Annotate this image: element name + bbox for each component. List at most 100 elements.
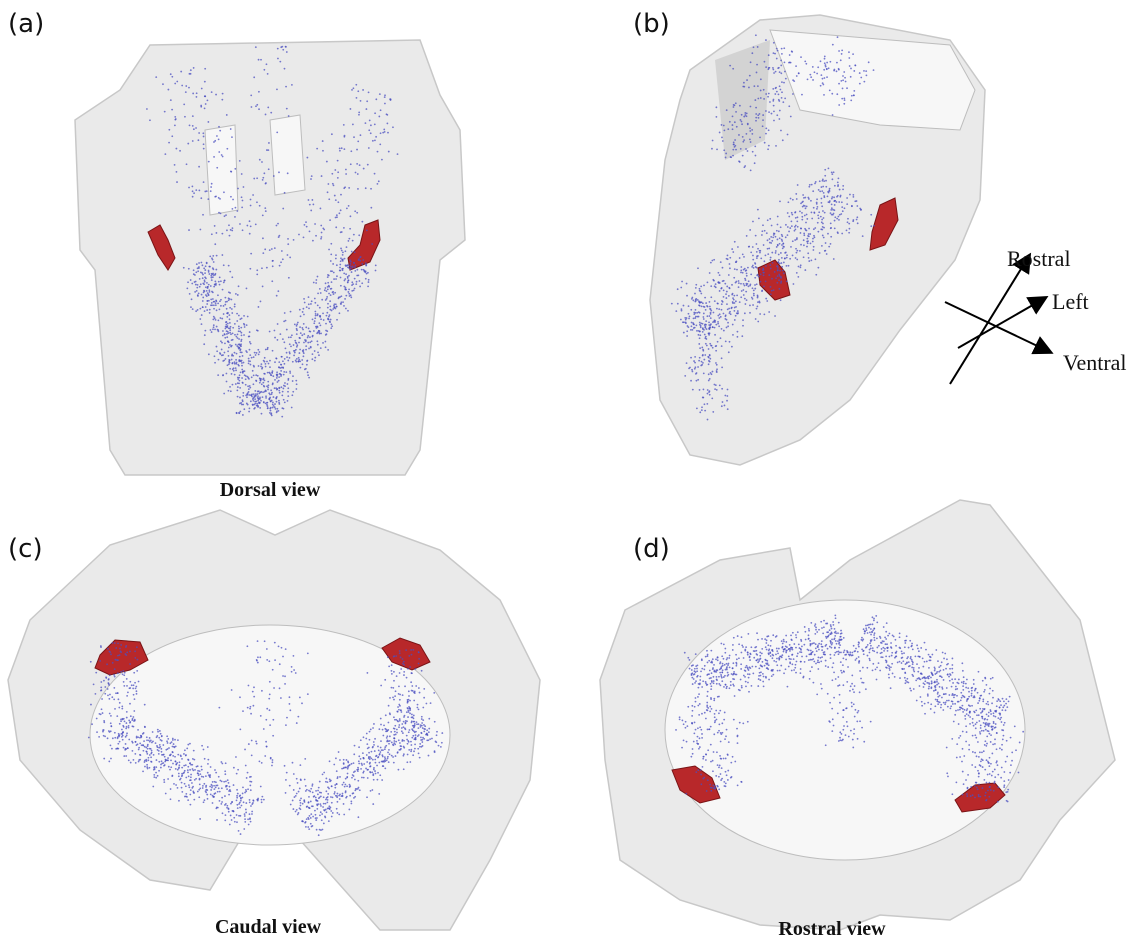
point bbox=[335, 199, 337, 201]
point bbox=[299, 337, 301, 339]
point bbox=[818, 643, 820, 645]
point bbox=[195, 310, 197, 312]
point bbox=[189, 769, 191, 771]
point bbox=[384, 96, 386, 98]
point bbox=[713, 312, 715, 314]
point bbox=[817, 206, 819, 208]
point bbox=[999, 718, 1001, 720]
point bbox=[741, 687, 743, 689]
point bbox=[176, 81, 178, 83]
point bbox=[357, 780, 359, 782]
point bbox=[824, 62, 826, 64]
point bbox=[252, 705, 254, 707]
point bbox=[934, 666, 936, 668]
point bbox=[219, 300, 221, 302]
point bbox=[765, 254, 767, 256]
point bbox=[249, 801, 251, 803]
point bbox=[781, 640, 783, 642]
point bbox=[777, 265, 779, 267]
point bbox=[144, 726, 146, 728]
point bbox=[164, 111, 166, 113]
point bbox=[144, 761, 146, 763]
point bbox=[370, 188, 372, 190]
point bbox=[803, 676, 805, 678]
point bbox=[269, 397, 271, 399]
point bbox=[946, 700, 948, 702]
point bbox=[213, 316, 215, 318]
point bbox=[739, 689, 741, 691]
point bbox=[810, 650, 812, 652]
point bbox=[259, 398, 261, 400]
point bbox=[758, 276, 760, 278]
point bbox=[208, 353, 210, 355]
point bbox=[890, 687, 892, 689]
point bbox=[711, 672, 713, 674]
point bbox=[776, 58, 778, 60]
point bbox=[850, 76, 852, 78]
point bbox=[330, 288, 332, 290]
point bbox=[810, 200, 812, 202]
point bbox=[333, 272, 335, 274]
point bbox=[690, 309, 692, 311]
point bbox=[814, 183, 816, 185]
point bbox=[211, 279, 213, 281]
point bbox=[814, 623, 816, 625]
point bbox=[713, 664, 715, 666]
point bbox=[892, 673, 894, 675]
point bbox=[189, 779, 191, 781]
point bbox=[170, 766, 172, 768]
point bbox=[733, 637, 735, 639]
point bbox=[235, 756, 237, 758]
point bbox=[303, 236, 305, 238]
point bbox=[940, 707, 942, 709]
point bbox=[866, 667, 868, 669]
point bbox=[389, 740, 391, 742]
point bbox=[408, 695, 410, 697]
point bbox=[704, 297, 706, 299]
point bbox=[350, 803, 352, 805]
point bbox=[704, 324, 706, 326]
point bbox=[237, 396, 239, 398]
point bbox=[755, 659, 757, 661]
point bbox=[838, 177, 840, 179]
point bbox=[279, 265, 281, 267]
point bbox=[772, 236, 774, 238]
point bbox=[188, 786, 190, 788]
point bbox=[220, 299, 222, 301]
point bbox=[209, 291, 211, 293]
point bbox=[229, 318, 231, 320]
point bbox=[725, 293, 727, 295]
point bbox=[114, 732, 116, 734]
point bbox=[255, 395, 257, 397]
point bbox=[251, 803, 253, 805]
point bbox=[744, 298, 746, 300]
point bbox=[348, 809, 350, 811]
point bbox=[993, 715, 995, 717]
point bbox=[276, 411, 278, 413]
point bbox=[377, 772, 379, 774]
point bbox=[412, 729, 414, 731]
point bbox=[420, 724, 422, 726]
point bbox=[238, 315, 240, 317]
point bbox=[790, 246, 792, 248]
point bbox=[301, 820, 303, 822]
point bbox=[977, 692, 979, 694]
point bbox=[916, 700, 918, 702]
point bbox=[816, 631, 818, 633]
point bbox=[722, 669, 724, 671]
point bbox=[328, 285, 330, 287]
point bbox=[735, 300, 737, 302]
point bbox=[293, 355, 295, 357]
point bbox=[892, 635, 894, 637]
point bbox=[317, 314, 319, 316]
point bbox=[264, 379, 266, 381]
point bbox=[765, 110, 767, 112]
point bbox=[184, 770, 186, 772]
point bbox=[125, 646, 127, 648]
point bbox=[225, 324, 227, 326]
point bbox=[230, 326, 232, 328]
point bbox=[215, 300, 217, 302]
point bbox=[841, 53, 843, 55]
point bbox=[346, 785, 348, 787]
point bbox=[363, 771, 365, 773]
